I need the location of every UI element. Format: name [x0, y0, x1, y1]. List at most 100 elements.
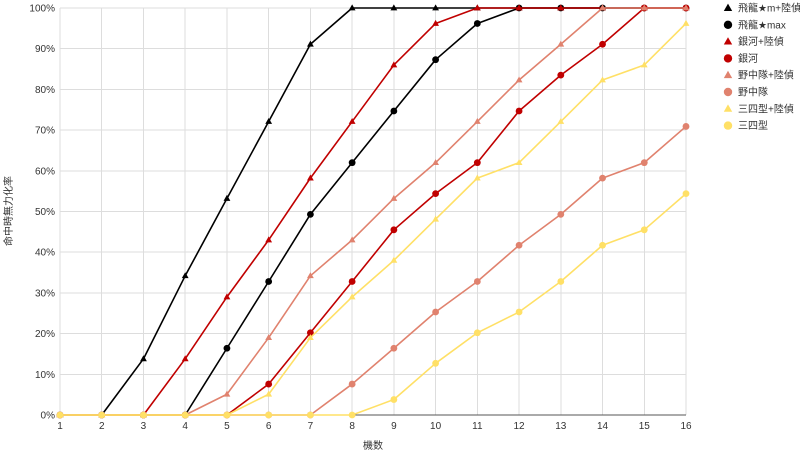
circle-point — [390, 396, 398, 403]
legend-item[interactable]: 三四型 — [723, 119, 768, 132]
circle-point — [682, 190, 690, 197]
circle-point — [432, 308, 439, 316]
circle-point — [223, 344, 231, 352]
circle-point — [348, 380, 356, 388]
triangle-point — [348, 293, 356, 300]
legend-item[interactable]: 野中隊 — [723, 86, 768, 99]
triangle-point — [348, 117, 356, 124]
triangle-point — [140, 355, 147, 362]
circle-point — [557, 210, 565, 218]
x-tick-label: 5 — [224, 421, 230, 432]
legend-label: 銀河 — [738, 52, 758, 65]
triangle-point — [682, 19, 690, 26]
legend-circle-icon — [723, 87, 733, 97]
triangle-point — [181, 272, 189, 279]
legend-label: 三四型 — [738, 119, 768, 132]
circle-point — [432, 359, 439, 367]
triangle-point — [640, 61, 648, 68]
circle-point — [181, 411, 189, 419]
x-tick-label: 15 — [639, 421, 651, 432]
y-tick-label: 90% — [35, 44, 55, 55]
series-line — [60, 192, 687, 416]
x-tick-label: 12 — [514, 421, 526, 432]
legend-circle-icon — [723, 54, 733, 63]
x-tick-label: 6 — [266, 421, 272, 432]
circle-point — [265, 380, 273, 388]
series-3 — [56, 4, 690, 418]
triangle-point — [307, 174, 314, 181]
x-tick-label: 10 — [430, 421, 442, 432]
circle-point — [98, 411, 106, 419]
circle-point — [473, 20, 481, 27]
legend-label: 飛龍★max — [738, 18, 786, 31]
circle-point — [432, 56, 439, 64]
series-area — [56, 4, 690, 419]
x-tick-label: 11 — [472, 421, 483, 432]
triangle-point — [473, 174, 481, 181]
y-tick-label: 70% — [35, 126, 55, 137]
circle-point — [307, 210, 314, 218]
triangle-point — [515, 76, 523, 83]
triangle-point — [390, 61, 398, 68]
series-8 — [56, 190, 690, 419]
y-tick-label: 100% — [29, 4, 55, 15]
legend-item[interactable]: 野中隊+陸偵 — [723, 69, 794, 82]
circle-point — [599, 241, 606, 249]
legend-circle-icon — [723, 121, 733, 130]
circle-point — [307, 329, 314, 337]
legend-label: 野中隊+陸偵 — [738, 69, 794, 82]
legend-triangle-icon — [723, 70, 733, 79]
y-tick-label: 10% — [35, 370, 55, 381]
legend-item[interactable]: 銀河+陸偵 — [723, 35, 784, 48]
circle-point — [599, 40, 606, 48]
legend-item[interactable]: 飛龍★m+陸偵 — [723, 2, 800, 15]
circle-point — [432, 190, 439, 197]
x-tick-label: 1 — [57, 421, 63, 432]
circle-point — [682, 123, 690, 130]
x-tick-label: 8 — [349, 421, 355, 432]
legend-triangle-icon — [723, 3, 733, 11]
triangle-point — [223, 390, 231, 397]
triangle-point — [348, 4, 356, 11]
y-tick-label: 60% — [35, 166, 55, 177]
x-tick-label: 2 — [99, 421, 105, 432]
legend-circle-icon — [723, 20, 733, 29]
circle-point — [265, 411, 273, 419]
y-tick-label: 50% — [35, 207, 55, 218]
triangle-point — [473, 4, 481, 11]
legend-triangle-icon — [723, 104, 733, 112]
legend-item[interactable]: 三四型+陸偵 — [723, 102, 794, 115]
x-tick-label: 7 — [308, 421, 314, 432]
y-tick-label: 40% — [35, 248, 55, 259]
circle-point — [140, 411, 147, 419]
circle-point — [265, 278, 273, 285]
legend-label: 野中隊 — [738, 86, 768, 99]
triangle-point — [432, 19, 439, 26]
circle-point — [307, 411, 314, 419]
x-tick-label: 13 — [555, 421, 567, 432]
triangle-point — [390, 194, 398, 201]
triangle-point — [515, 4, 523, 11]
triangle-point — [307, 40, 314, 47]
circle-point — [515, 241, 523, 249]
circle-point — [56, 411, 64, 419]
circle-point — [348, 159, 356, 167]
y-tick-label: 20% — [35, 329, 55, 340]
triangle-point — [307, 334, 314, 341]
y-tick-label: 30% — [35, 288, 55, 299]
triangle-point — [265, 390, 273, 397]
triangle-point — [223, 194, 231, 201]
triangle-point — [265, 236, 273, 243]
triangle-point — [473, 117, 481, 124]
triangle-point — [599, 4, 606, 11]
legend-item[interactable]: 銀河 — [723, 52, 758, 65]
circle-point — [473, 278, 481, 285]
x-tick-label: 16 — [680, 421, 692, 432]
x-tick-label: 14 — [597, 421, 609, 432]
x-tick-label: 3 — [141, 421, 147, 432]
circle-point — [599, 174, 606, 182]
legend-item[interactable]: 飛龍★max — [723, 18, 786, 31]
triangle-point — [307, 272, 314, 279]
